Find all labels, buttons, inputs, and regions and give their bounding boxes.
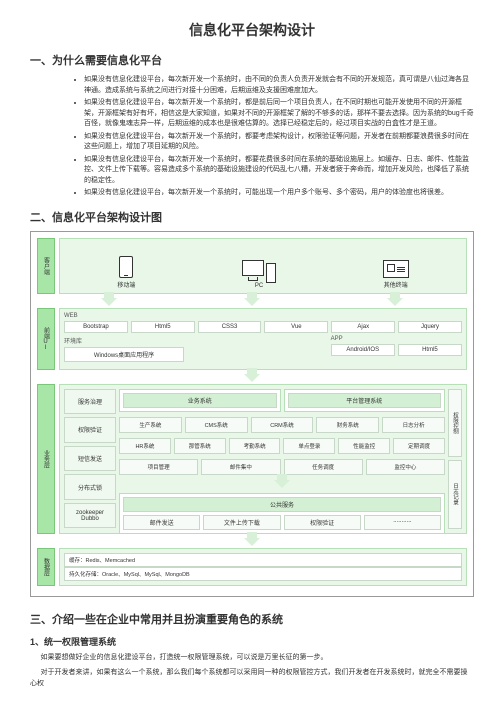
arrows-row bbox=[37, 374, 467, 382]
services-title: 业务系统 bbox=[123, 393, 277, 408]
service-box: 项目管理 bbox=[119, 459, 198, 475]
biz-right-box: 权限控制 bbox=[448, 389, 462, 458]
bullet: 如果没有信息化建设平台，每次新开发一个系统时，由不同的负责人负责开发就会有不同的… bbox=[84, 75, 474, 96]
app-label: APP bbox=[331, 336, 462, 342]
arrows-row bbox=[37, 538, 467, 546]
arrows-row bbox=[37, 298, 467, 306]
tech-box: Windows桌面应用程序 bbox=[64, 347, 184, 362]
other-icon bbox=[383, 260, 409, 278]
service-box: CMS系统 bbox=[185, 417, 248, 433]
biz-right-box: 日志记录 bbox=[448, 460, 462, 529]
bullet: 如果没有信息化建设平台，每次新开发一个系统时，都是前后同一个项目负责人，在不同时… bbox=[84, 98, 474, 130]
data-label: 数据层 bbox=[37, 548, 55, 586]
bullet: 如果没有信息化建设平台，每次新开发一个系统时，都要考虑架构设计，权限验证等问题，… bbox=[84, 132, 474, 153]
service-box: 任务调度 bbox=[284, 459, 363, 475]
tech-box: Jquery bbox=[398, 321, 462, 333]
common-box: 邮件发送 bbox=[123, 515, 200, 530]
biz-row: 业务层 服务治理 权限验证 短信发送 分布式锁 zookeeper Dubbo … bbox=[37, 384, 467, 534]
common-box: 权限验证 bbox=[284, 515, 361, 530]
tech-box: Android/IOS bbox=[331, 344, 395, 356]
biz-label: 业务层 bbox=[37, 384, 55, 534]
service-box: 定期调度 bbox=[393, 438, 445, 454]
tech-box: CSS3 bbox=[198, 321, 262, 333]
section3-heading: 三、介绍一些在企业中常用并且扮演重要角色的系统 bbox=[30, 611, 474, 627]
platform-title: 平台管理系统 bbox=[288, 393, 442, 408]
tower-icon bbox=[266, 263, 276, 283]
cache-box: 缓存：Redis、Memcached bbox=[64, 553, 462, 567]
arrow-down-icon bbox=[387, 298, 403, 306]
section1-bullets: 如果没有信息化建设平台，每次新开发一个系统时，由不同的负责人负责开发就会有不同的… bbox=[30, 75, 474, 199]
pc-label: PC bbox=[242, 283, 276, 289]
env-group: 环境库 Windows桌面应用程序 bbox=[64, 336, 327, 362]
page-title: 信息化平台架构设计 bbox=[30, 20, 474, 40]
section3-sub1: 1、统一权限管理系统 bbox=[30, 635, 474, 648]
tech-box: Bootstrap bbox=[64, 321, 128, 333]
env-label: 环境库 bbox=[64, 336, 327, 345]
service-box: 生产系统 bbox=[119, 417, 182, 433]
arrow-down-icon bbox=[274, 480, 290, 488]
pc-device: PC bbox=[242, 260, 276, 289]
tech-box: Ajax bbox=[331, 321, 395, 333]
app-group: APP Android/IOS Html5 bbox=[331, 336, 462, 362]
web-group: WEB Bootstrap Html5 CSS3 Vue Ajax Jquery bbox=[64, 313, 462, 333]
biz-left-box: 服务治理 bbox=[64, 389, 116, 415]
platform-group: 平台管理系统 bbox=[284, 389, 446, 412]
service-box: 单点登录 bbox=[283, 438, 335, 454]
services-grid: 生产系统 CMS系统 CRM系统 财务系统 日志分析 bbox=[119, 417, 445, 433]
arrow-down-icon bbox=[101, 298, 117, 306]
service-box: HR系统 bbox=[119, 438, 171, 454]
ui-row: 前端UI WEB Bootstrap Html5 CSS3 Vue Ajax J… bbox=[37, 308, 467, 370]
services-grid: 项目管理 邮件集中 任务调度 监控中心 bbox=[119, 459, 445, 475]
service-box: 监控中心 bbox=[366, 459, 445, 475]
biz-left-box: 短信发送 bbox=[64, 446, 116, 472]
mobile-label: 移动端 bbox=[117, 280, 135, 289]
biz-left-box: 权限验证 bbox=[64, 417, 116, 443]
service-box: CRM系统 bbox=[251, 417, 314, 433]
other-label: 其他终端 bbox=[383, 280, 409, 289]
service-box: 性能监控 bbox=[338, 438, 390, 454]
client-label: 客户端 bbox=[37, 238, 55, 294]
bullet: 如果没有信息化建设平台，每次新开发一个系统时，可能出现一个用户多个账号、多个密码… bbox=[84, 188, 474, 199]
arrow-down-icon bbox=[244, 298, 260, 306]
architecture-diagram: 客户端 移动端 PC 其他终端 前端UI bbox=[30, 231, 474, 597]
ui-label: 前端UI bbox=[37, 308, 55, 370]
service-box: 财务系统 bbox=[316, 417, 379, 433]
biz-left-col: 服务治理 权限验证 短信发送 分布式锁 zookeeper Dubbo bbox=[64, 389, 116, 529]
service-box: 日志分析 bbox=[382, 417, 445, 433]
monitor-icon bbox=[242, 260, 264, 276]
services-grid: HR系统 那管系统 考勤系统 单点登录 性能监控 定期调度 bbox=[119, 438, 445, 454]
common-services: 公共服务 邮件发送 文件上传下载 权限验证 ........... bbox=[119, 493, 445, 534]
service-box: 考勤系统 bbox=[229, 438, 281, 454]
web-label: WEB bbox=[64, 313, 462, 319]
phone-icon bbox=[119, 256, 133, 278]
persist-box: 持久化存储：Oracle、MySql、MySql、MongoDB bbox=[64, 567, 462, 581]
tech-box: Vue bbox=[264, 321, 328, 333]
mobile-device: 移动端 bbox=[117, 256, 135, 289]
tech-box: Html5 bbox=[398, 344, 462, 356]
common-box: ........... bbox=[364, 515, 441, 530]
para: 对于开发者来讲，如果有这么一个系统，那么我们每个系统都可以采用同一种的权限管控方… bbox=[30, 667, 474, 689]
biz-left-box: zookeeper Dubbo bbox=[64, 503, 116, 529]
biz-left-box: 分布式锁 bbox=[64, 474, 116, 500]
common-box: 文件上传下载 bbox=[203, 515, 280, 530]
other-device: 其他终端 bbox=[383, 260, 409, 289]
service-box: 那管系统 bbox=[174, 438, 226, 454]
arrow-down-icon bbox=[244, 374, 260, 382]
section2-heading: 二、信息化平台架构设计图 bbox=[30, 209, 474, 225]
tech-box: Html5 bbox=[131, 321, 195, 333]
service-box: 邮件集中 bbox=[201, 459, 280, 475]
arrow-down-icon bbox=[244, 538, 260, 546]
biz-center: 业务系统 平台管理系统 生产系统 CMS系统 CRM系统 财务系统 日志分析 bbox=[119, 389, 445, 529]
common-title: 公共服务 bbox=[123, 497, 441, 512]
biz-right-col: 权限控制 日志记录 bbox=[448, 389, 462, 529]
client-row: 客户端 移动端 PC 其他终端 bbox=[37, 238, 467, 294]
data-row: 数据层 缓存：Redis、Memcached 持久化存储：Oracle、MySq… bbox=[37, 548, 467, 586]
section1-heading: 一、为什么需要信息化平台 bbox=[30, 52, 474, 68]
para: 如果要想做好企业的信息化建设平台，打造统一权限管理系统，可以说是万里长征的第一步… bbox=[30, 652, 474, 663]
services-group: 业务系统 bbox=[119, 389, 281, 412]
bullet: 如果没有信息化建设平台，每次新开发一个系统时，都要花费很多时间在系统的基础设施层… bbox=[84, 155, 474, 187]
